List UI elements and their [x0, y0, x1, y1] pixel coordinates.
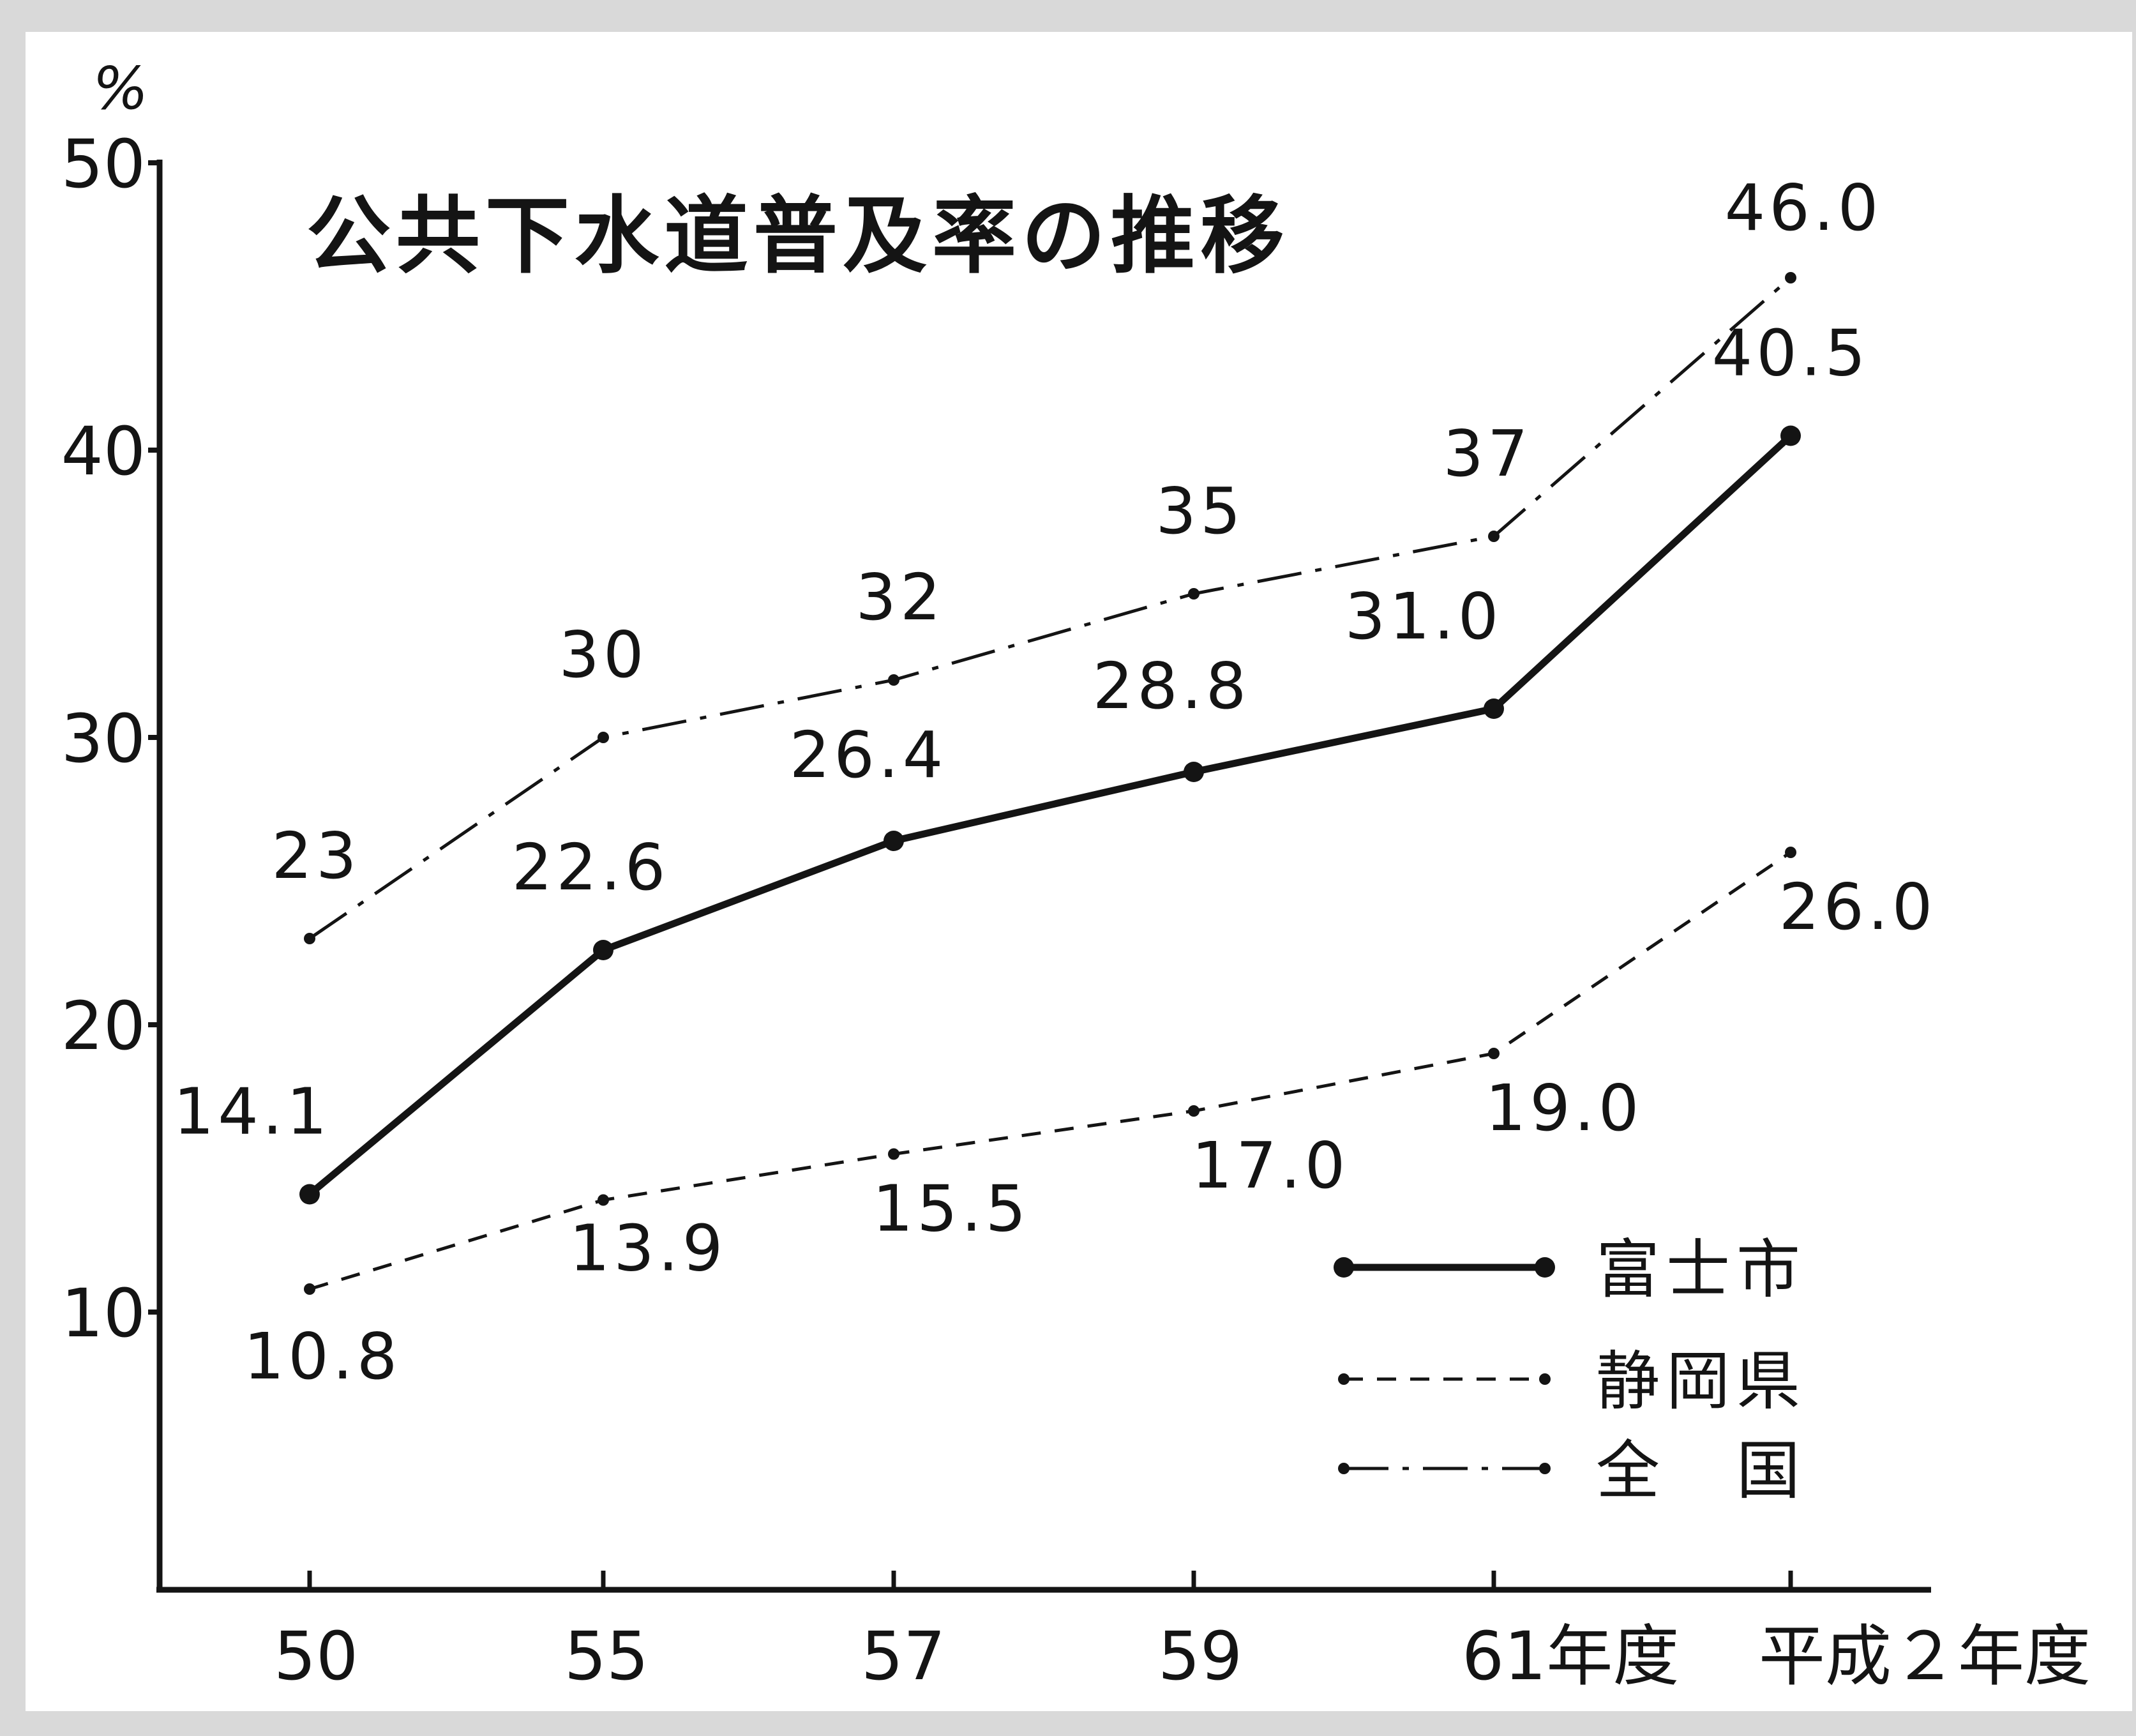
data-point: [1488, 1048, 1500, 1059]
data-point: [304, 933, 315, 944]
data-point: [1184, 762, 1204, 782]
data-point: [1780, 425, 1801, 446]
y-unit-label: %: [93, 54, 148, 123]
y-tick-label: 10: [61, 1274, 146, 1352]
y-tick-label: 30: [61, 700, 146, 778]
legend-label: 静岡県: [1596, 1344, 1807, 1419]
data-label: 30: [559, 617, 647, 692]
data-point: [1484, 698, 1504, 719]
data-point: [1785, 272, 1796, 283]
chart-title: 公共下水道普及率の推移: [306, 187, 1290, 285]
data-label: 31.0: [1345, 579, 1503, 654]
legend-dot: [1539, 1463, 1551, 1474]
data-label: 28.8: [1093, 649, 1251, 723]
x-tick-label: 59: [1158, 1617, 1242, 1695]
chart-paper: [26, 32, 2132, 1711]
data-point: [1785, 847, 1796, 858]
data-label: 19.0: [1485, 1071, 1643, 1145]
x-tick-label: 55: [564, 1617, 649, 1695]
data-point: [593, 940, 613, 960]
data-label: 32: [855, 560, 944, 635]
data-point: [1188, 588, 1200, 600]
data-point: [884, 831, 904, 851]
x-tick-label: 50: [274, 1617, 358, 1695]
data-label: 26.4: [790, 718, 947, 792]
legend-label: 富士市: [1596, 1232, 1807, 1307]
data-label: 15.5: [873, 1172, 1030, 1246]
data-point: [888, 1148, 899, 1160]
legend-dot: [1535, 1257, 1555, 1278]
x-tick-label: 61年度: [1462, 1617, 1679, 1695]
data-label: 13.9: [569, 1211, 727, 1286]
data-label: 40.5: [1712, 316, 1870, 391]
data-point: [304, 1283, 315, 1295]
x-tick-label: 57: [861, 1617, 945, 1695]
data-point: [1188, 1105, 1200, 1117]
data-label: 17.0: [1192, 1128, 1350, 1203]
data-label: 10.8: [244, 1319, 402, 1394]
data-point: [598, 1194, 609, 1206]
data-label: 46.0: [1725, 170, 1883, 245]
x-tick-label: 平成２年度: [1759, 1617, 2091, 1695]
legend-dot: [1338, 1373, 1350, 1385]
legend-dot: [1338, 1463, 1350, 1474]
data-label: 23: [271, 819, 360, 893]
data-label: 14.1: [174, 1075, 331, 1149]
data-label: 35: [1155, 474, 1244, 548]
data-point: [888, 674, 899, 686]
data-point: [1488, 531, 1500, 542]
series-line-1: [309, 850, 1792, 1291]
legend-label: 全 国: [1596, 1433, 1807, 1508]
data-label: 26.0: [1779, 870, 1937, 944]
data-point: [598, 732, 609, 743]
data-label: 37: [1443, 416, 1531, 491]
series-line-0: [307, 433, 1793, 1197]
y-tick-label: 40: [61, 412, 146, 490]
series-line-2: [308, 276, 1792, 940]
y-tick-label: 20: [61, 987, 146, 1065]
data-point: [299, 1184, 320, 1205]
y-tick-label: 50: [61, 125, 146, 203]
legend-dot: [1539, 1373, 1551, 1385]
data-label: 22.6: [512, 830, 670, 905]
legend-dot: [1334, 1257, 1354, 1278]
